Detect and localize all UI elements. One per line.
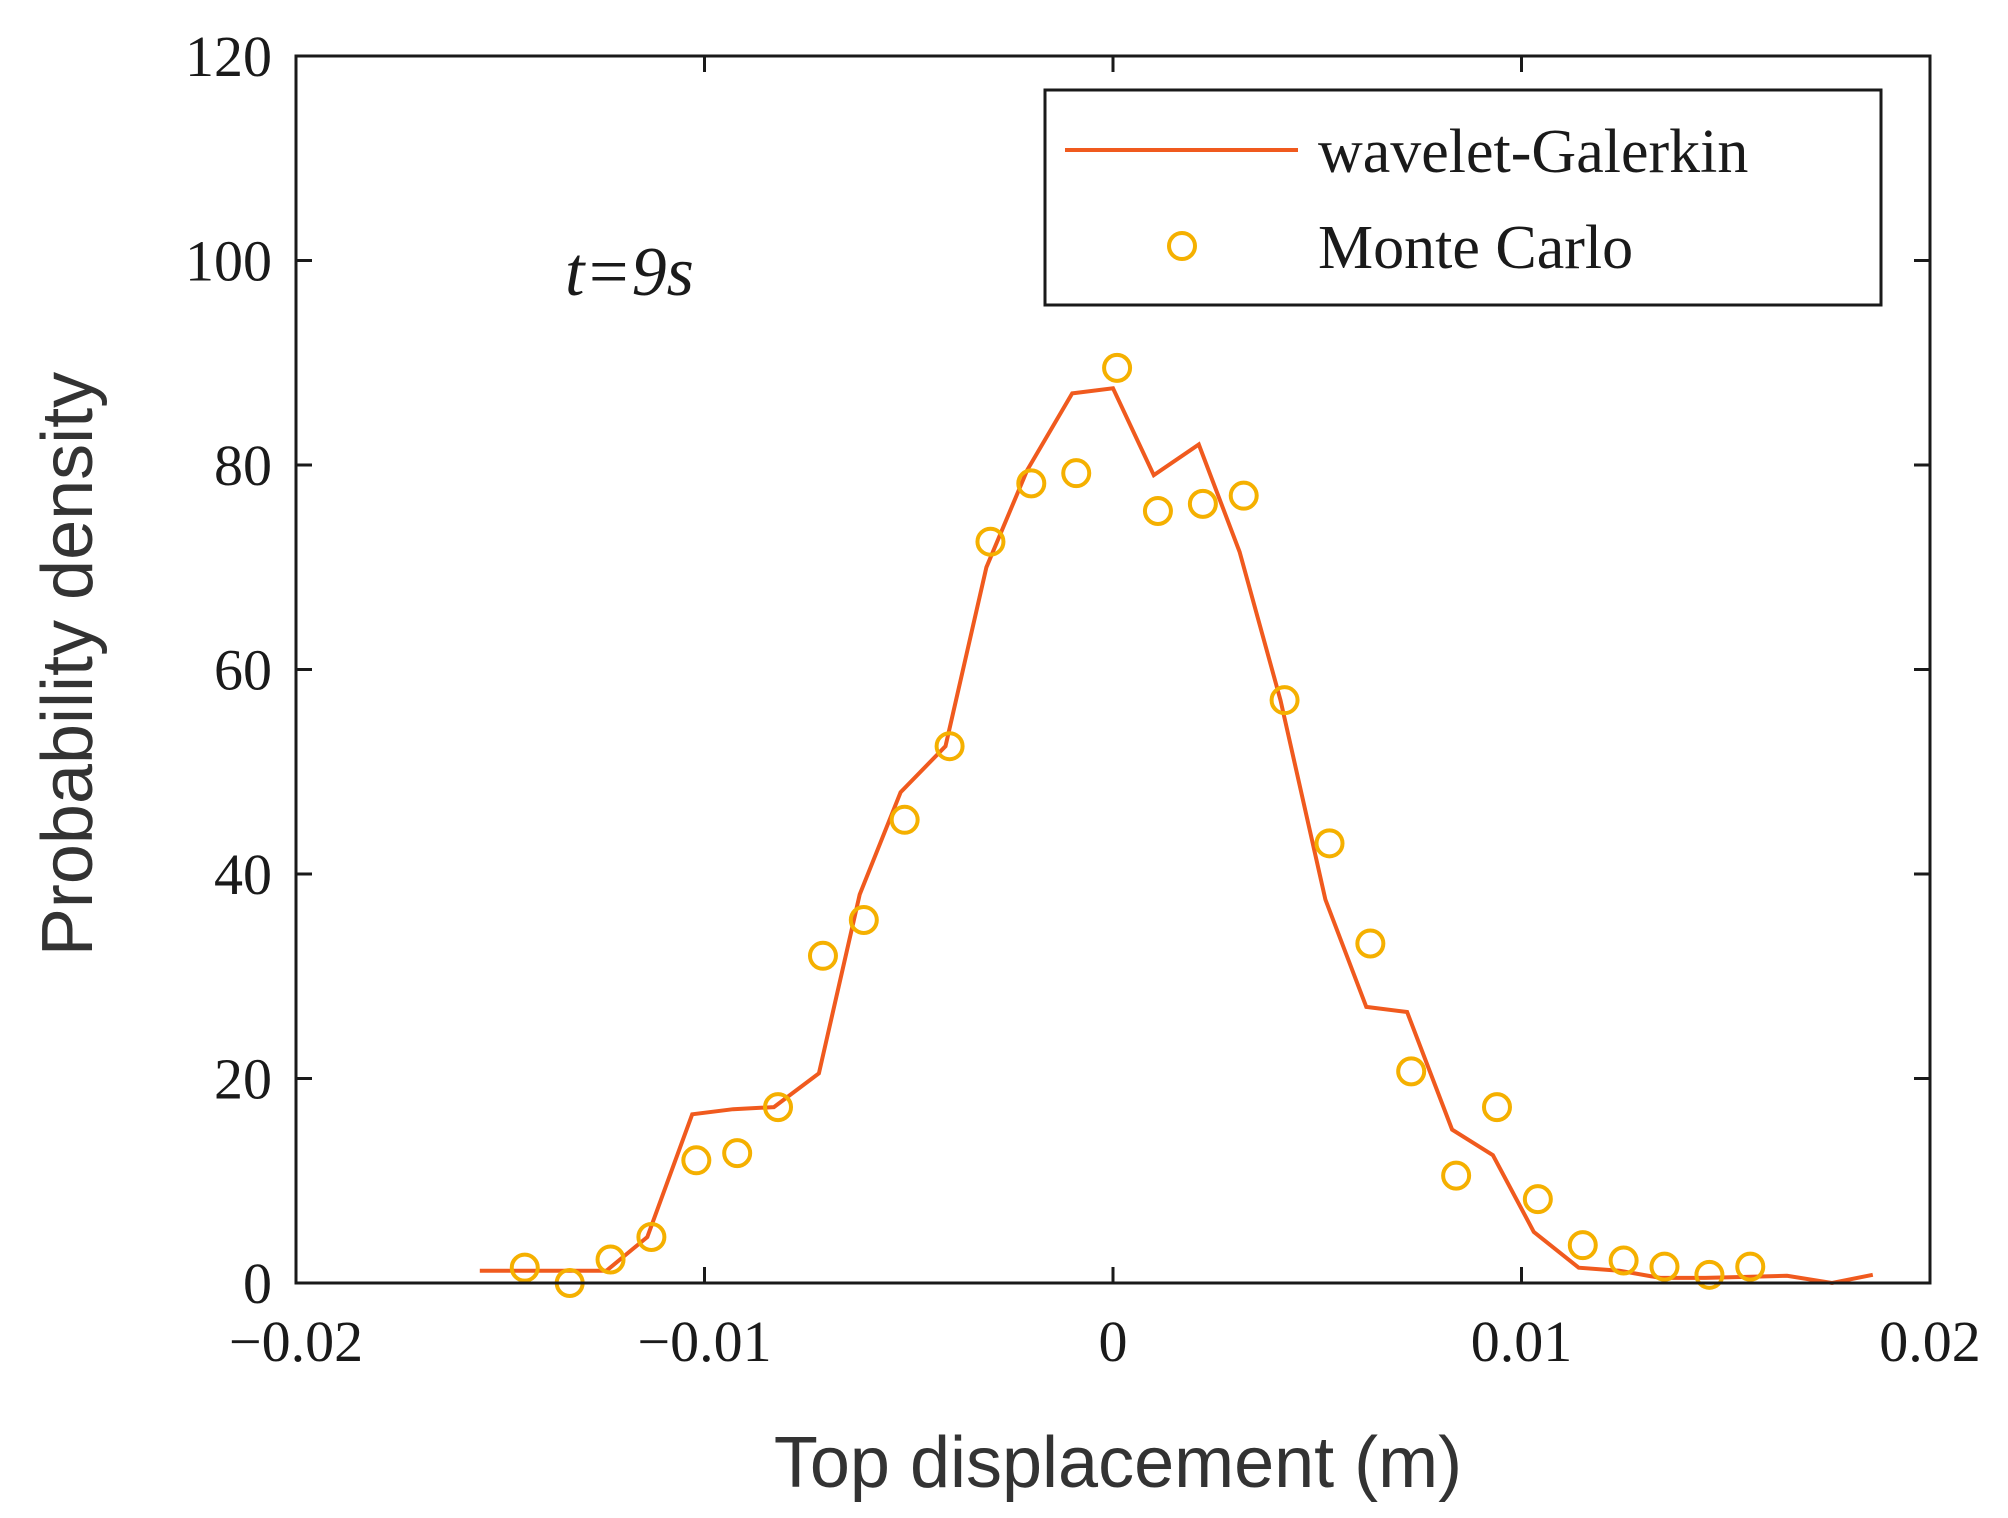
monte-carlo-point — [1269, 685, 1300, 716]
x-tick-label: −0.02 — [229, 1309, 363, 1374]
monte-carlo-point — [1016, 468, 1047, 499]
y-tick-label: 120 — [185, 24, 272, 89]
x-tick-label: 0.01 — [1471, 1309, 1573, 1374]
monte-carlo-point — [934, 731, 965, 762]
monte-carlo-point — [1481, 1092, 1512, 1123]
time-annotation: t=9s — [565, 234, 694, 311]
monte-carlo-point — [1061, 458, 1092, 489]
monte-carlo-point — [1355, 928, 1386, 959]
axes-frame — [294, 54, 1932, 1285]
monte-carlo-point — [889, 804, 920, 835]
monte-carlo-point — [1694, 1259, 1725, 1290]
y-tick-label: 0 — [243, 1251, 272, 1316]
monte-carlo-point — [636, 1221, 667, 1252]
series-line-wavelet-galerkin — [479, 386, 1874, 1286]
monte-carlo-point — [1567, 1230, 1598, 1261]
y-axis-ticks: 0 20 40 60 80 100 120 — [185, 24, 1930, 1316]
x-axis-title: Top displacement (m) — [774, 1423, 1462, 1503]
monte-carlo-point — [681, 1145, 712, 1176]
monte-carlo-point — [1522, 1184, 1553, 1215]
monte-carlo-point — [1649, 1251, 1680, 1282]
monte-carlo-point — [1608, 1245, 1639, 1276]
y-tick-label: 40 — [214, 842, 272, 907]
x-tick-label: 0.02 — [1879, 1309, 1981, 1374]
monte-carlo-point — [722, 1138, 753, 1169]
legend-marker-swatch — [1167, 231, 1197, 261]
monte-carlo-point — [509, 1252, 540, 1283]
x-tick-label: 0 — [1099, 1309, 1128, 1374]
y-tick-label: 20 — [214, 1047, 272, 1112]
monte-carlo-point — [1228, 480, 1259, 511]
legend-label-wavelet-galerkin: wavelet-Galerkin — [1318, 118, 1748, 186]
x-tick-label: −0.01 — [637, 1309, 771, 1374]
monte-carlo-point — [763, 1092, 794, 1123]
monte-carlo-point — [975, 526, 1006, 557]
monte-carlo-point — [1396, 1056, 1427, 1087]
monte-carlo-point — [1187, 488, 1218, 519]
legend-box — [1043, 88, 1883, 307]
monte-carlo-point — [1735, 1251, 1766, 1282]
monte-carlo-point — [1314, 828, 1345, 859]
legend: wavelet-Galerkin Monte Carlo — [1043, 88, 1883, 307]
y-tick-label: 80 — [214, 433, 272, 498]
plot-area — [479, 352, 1874, 1298]
y-tick-label: 100 — [185, 229, 272, 294]
legend-label-monte-carlo: Monte Carlo — [1318, 214, 1633, 282]
monte-carlo-point — [1441, 1160, 1472, 1191]
y-axis-title: Probability density — [28, 372, 108, 956]
monte-carlo-point — [848, 905, 879, 936]
y-tick-label: 60 — [214, 638, 272, 703]
monte-carlo-point — [595, 1244, 626, 1275]
monte-carlo-point — [807, 940, 838, 971]
monte-carlo-point — [1142, 496, 1173, 527]
x-axis-ticks: −0.02 −0.01 0 0.01 0.02 — [229, 56, 1981, 1374]
monte-carlo-point — [1102, 352, 1133, 383]
